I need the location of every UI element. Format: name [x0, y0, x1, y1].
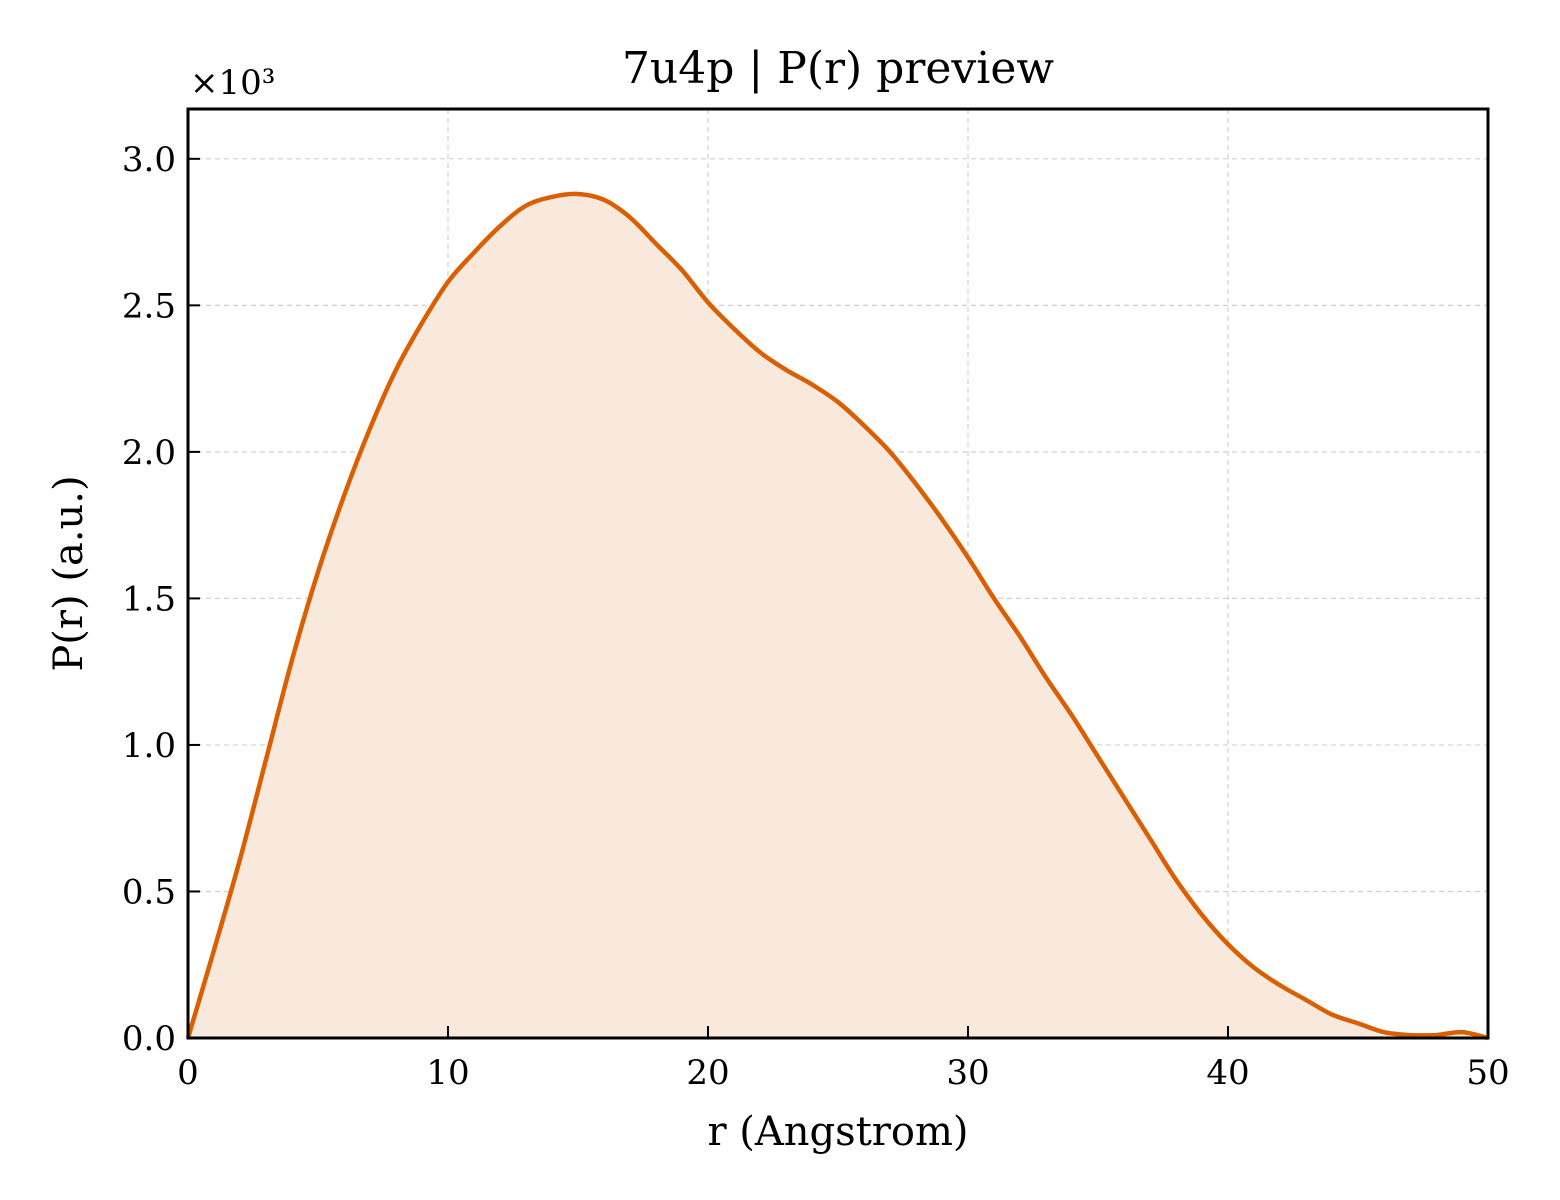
y-tick-label: 1.5	[122, 579, 176, 619]
x-tick-label: 20	[686, 1053, 729, 1093]
x-tick-label: 30	[946, 1053, 989, 1093]
y-tick-label: 2.5	[122, 286, 176, 326]
x-tick-label: 0	[177, 1053, 199, 1093]
plot-frame	[186, 107, 1490, 1040]
y-tick-label: 1.0	[122, 726, 176, 766]
y-tick-label: 0.0	[122, 1019, 176, 1059]
tick-marks	[187, 157, 1489, 1039]
x-axis-label: r (Angstrom)	[707, 1109, 968, 1155]
pr-curve-line	[185, 191, 1489, 1041]
pr-area-fill	[188, 193, 1488, 1039]
y-tick-labels: 0.0 0.5 1.0 1.5 2.0 2.5 3.0	[122, 140, 176, 1059]
x-tick-labels: 0 10 20 30 40 50	[177, 1053, 1509, 1093]
y-axis-label: P(r) (a.u.)	[46, 475, 92, 671]
y-tick-label: 2.0	[122, 433, 176, 473]
chart-title: 7u4p | P(r) preview	[622, 43, 1054, 94]
y-tick-label: 0.5	[122, 872, 176, 912]
y-tick-label: 3.0	[122, 140, 176, 180]
x-tick-label: 40	[1206, 1053, 1249, 1093]
x-tick-label: 10	[426, 1053, 469, 1093]
x-tick-label: 50	[1466, 1053, 1509, 1093]
y-axis-multiplier: ×10³	[190, 63, 275, 103]
